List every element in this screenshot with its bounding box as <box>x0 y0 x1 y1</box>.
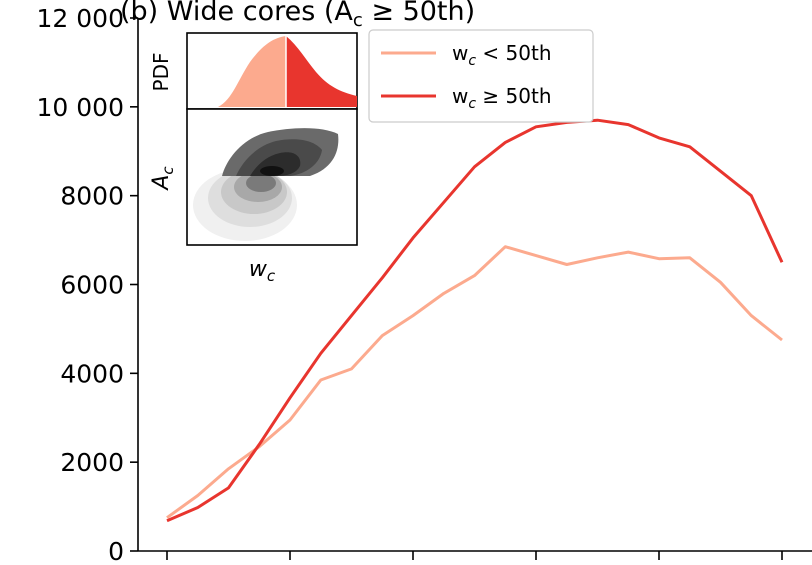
legend: wc < 50th wc ≥ 50th <box>368 29 594 123</box>
density-contours-low <box>193 169 297 241</box>
series-lines <box>166 118 784 523</box>
x-ticks <box>166 551 783 560</box>
series-line-high <box>166 118 784 523</box>
legend-label-high: wc ≥ 50th <box>452 84 552 112</box>
y-tick-label: 0 <box>108 537 124 565</box>
inset-pdf-ylabel: PDF <box>149 53 173 92</box>
chart-title: (b) Wide cores (Ac ≥ 50th) <box>120 0 475 31</box>
y-tick-label: 2000 <box>60 448 124 477</box>
inset-xlabel: wc <box>249 257 276 285</box>
y-tick-label: 12 000 <box>37 4 124 33</box>
series-line-low <box>166 245 783 519</box>
inset-density-ylabel: Ac <box>149 166 177 192</box>
y-tick-label: 10 000 <box>37 93 124 122</box>
y-tick-label: 8000 <box>60 182 124 211</box>
inset: PDF Ac wc <box>149 32 358 285</box>
y-tick-label: 4000 <box>60 359 124 388</box>
y-ticks: 0 2000 4000 6000 8000 10 000 12 000 <box>37 4 138 565</box>
density-contours-high <box>222 128 339 176</box>
pdf-low-area <box>218 36 286 107</box>
legend-label-low: wc < 50th <box>452 41 552 69</box>
y-tick-label: 6000 <box>60 271 124 300</box>
pdf-high-area <box>286 36 357 107</box>
